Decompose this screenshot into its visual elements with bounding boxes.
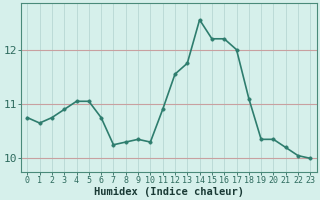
X-axis label: Humidex (Indice chaleur): Humidex (Indice chaleur) <box>94 186 244 197</box>
